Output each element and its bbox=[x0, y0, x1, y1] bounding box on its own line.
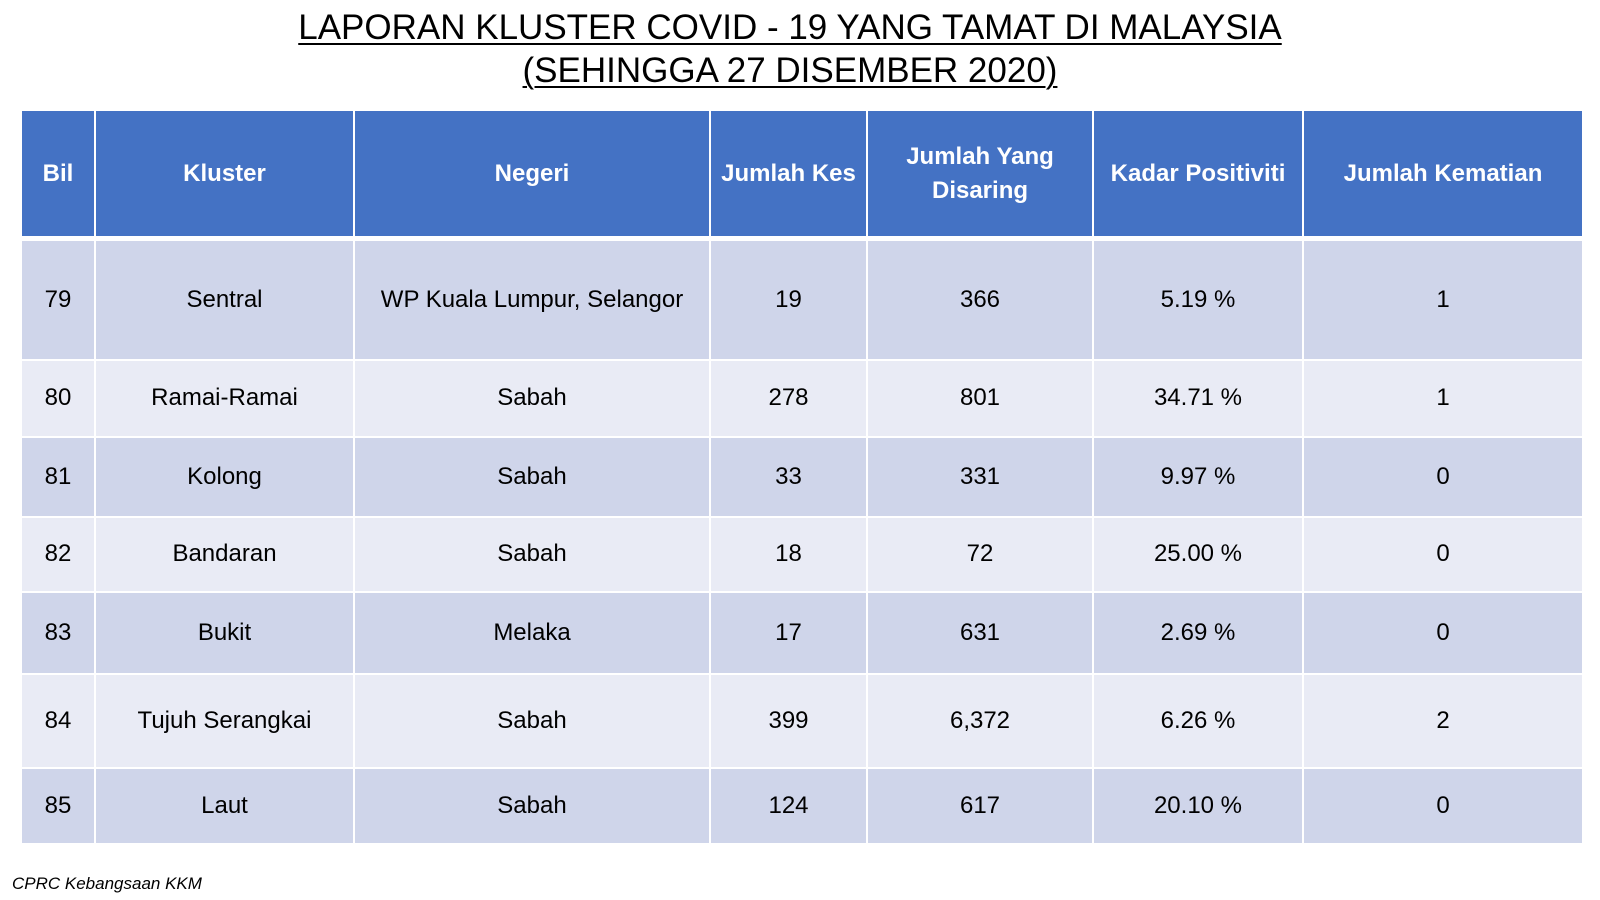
cell-jumlah-kes: 19 bbox=[709, 237, 868, 361]
cell-kluster: Bandaran bbox=[94, 515, 355, 593]
cell-jumlah-kematian: 0 bbox=[1302, 590, 1584, 675]
cell-jumlah-kematian: 2 bbox=[1302, 672, 1584, 769]
table-row: 85 Laut Sabah 124 617 20.10 % 0 bbox=[20, 766, 1584, 845]
cell-kadar-positiviti: 5.19 % bbox=[1092, 237, 1304, 361]
header-kluster: Kluster bbox=[94, 109, 355, 241]
cell-jumlah-kes: 33 bbox=[709, 435, 868, 518]
header-jumlah-disaring: Jumlah Yang Disaring bbox=[866, 109, 1094, 241]
title-line-1: LAPORAN KLUSTER COVID - 19 YANG TAMAT DI… bbox=[298, 8, 1282, 47]
report-title: LAPORAN KLUSTER COVID - 19 YANG TAMAT DI… bbox=[0, 6, 1580, 92]
cell-jumlah-kematian: 0 bbox=[1302, 515, 1584, 593]
cell-jumlah-kematian: 0 bbox=[1302, 766, 1584, 845]
cell-kluster: Ramai-Ramai bbox=[94, 358, 355, 438]
table-row: 80 Ramai-Ramai Sabah 278 801 34.71 % 1 bbox=[20, 358, 1584, 438]
cell-jumlah-disaring: 801 bbox=[866, 358, 1094, 438]
cell-jumlah-disaring: 6,372 bbox=[866, 672, 1094, 769]
title-line-2: (SEHINGGA 27 DISEMBER 2020) bbox=[522, 51, 1058, 90]
cell-jumlah-kes: 278 bbox=[709, 358, 868, 438]
cell-negeri: Sabah bbox=[353, 358, 711, 438]
cell-jumlah-kes: 124 bbox=[709, 766, 868, 845]
table-row: 84 Tujuh Serangkai Sabah 399 6,372 6.26 … bbox=[20, 672, 1584, 769]
cell-jumlah-disaring: 631 bbox=[866, 590, 1094, 675]
cell-kluster: Bukit bbox=[94, 590, 355, 675]
cell-negeri: Sabah bbox=[353, 766, 711, 845]
source-footer: CPRC Kebangsaan KKM bbox=[12, 874, 202, 893]
cell-negeri: Sabah bbox=[353, 435, 711, 518]
cell-bil: 85 bbox=[20, 766, 96, 845]
table-row: 79 Sentral WP Kuala Lumpur, Selangor 19 … bbox=[20, 237, 1584, 361]
cell-kluster: Sentral bbox=[94, 237, 355, 361]
cell-jumlah-disaring: 72 bbox=[866, 515, 1094, 593]
cell-jumlah-kes: 17 bbox=[709, 590, 868, 675]
cell-negeri: WP Kuala Lumpur, Selangor bbox=[353, 237, 711, 361]
header-bil: Bil bbox=[20, 109, 96, 241]
header-negeri: Negeri bbox=[353, 109, 711, 241]
cell-kadar-positiviti: 25.00 % bbox=[1092, 515, 1304, 593]
cell-bil: 82 bbox=[20, 515, 96, 593]
cell-jumlah-kematian: 1 bbox=[1302, 358, 1584, 438]
cell-kluster: Tujuh Serangkai bbox=[94, 672, 355, 769]
cell-jumlah-kes: 18 bbox=[709, 515, 868, 593]
cell-jumlah-disaring: 617 bbox=[866, 766, 1094, 845]
cell-bil: 81 bbox=[20, 435, 96, 518]
cell-kadar-positiviti: 34.71 % bbox=[1092, 358, 1304, 438]
cell-jumlah-kematian: 1 bbox=[1302, 237, 1584, 361]
cell-negeri: Sabah bbox=[353, 515, 711, 593]
cluster-table: Bil Kluster Negeri Jumlah Kes Jumlah Yan… bbox=[20, 109, 1584, 845]
header-jumlah-kes: Jumlah Kes bbox=[709, 109, 868, 241]
cell-jumlah-kes: 399 bbox=[709, 672, 868, 769]
cell-negeri: Sabah bbox=[353, 672, 711, 769]
cell-negeri: Melaka bbox=[353, 590, 711, 675]
cell-bil: 79 bbox=[20, 237, 96, 361]
table-row: 82 Bandaran Sabah 18 72 25.00 % 0 bbox=[20, 515, 1584, 593]
cell-kadar-positiviti: 6.26 % bbox=[1092, 672, 1304, 769]
cell-bil: 84 bbox=[20, 672, 96, 769]
cell-jumlah-disaring: 366 bbox=[866, 237, 1094, 361]
cell-kluster: Laut bbox=[94, 766, 355, 845]
header-kadar-positiviti: Kadar Positiviti bbox=[1092, 109, 1304, 241]
header-row: Bil Kluster Negeri Jumlah Kes Jumlah Yan… bbox=[20, 109, 1584, 241]
cell-kluster: Kolong bbox=[94, 435, 355, 518]
cell-bil: 80 bbox=[20, 358, 96, 438]
header-jumlah-kematian: Jumlah Kematian bbox=[1302, 109, 1584, 241]
cell-jumlah-kematian: 0 bbox=[1302, 435, 1584, 518]
cell-jumlah-disaring: 331 bbox=[866, 435, 1094, 518]
cell-kadar-positiviti: 9.97 % bbox=[1092, 435, 1304, 518]
cell-bil: 83 bbox=[20, 590, 96, 675]
cell-kadar-positiviti: 20.10 % bbox=[1092, 766, 1304, 845]
table-row: 83 Bukit Melaka 17 631 2.69 % 0 bbox=[20, 590, 1584, 675]
table-row: 81 Kolong Sabah 33 331 9.97 % 0 bbox=[20, 435, 1584, 518]
cell-kadar-positiviti: 2.69 % bbox=[1092, 590, 1304, 675]
